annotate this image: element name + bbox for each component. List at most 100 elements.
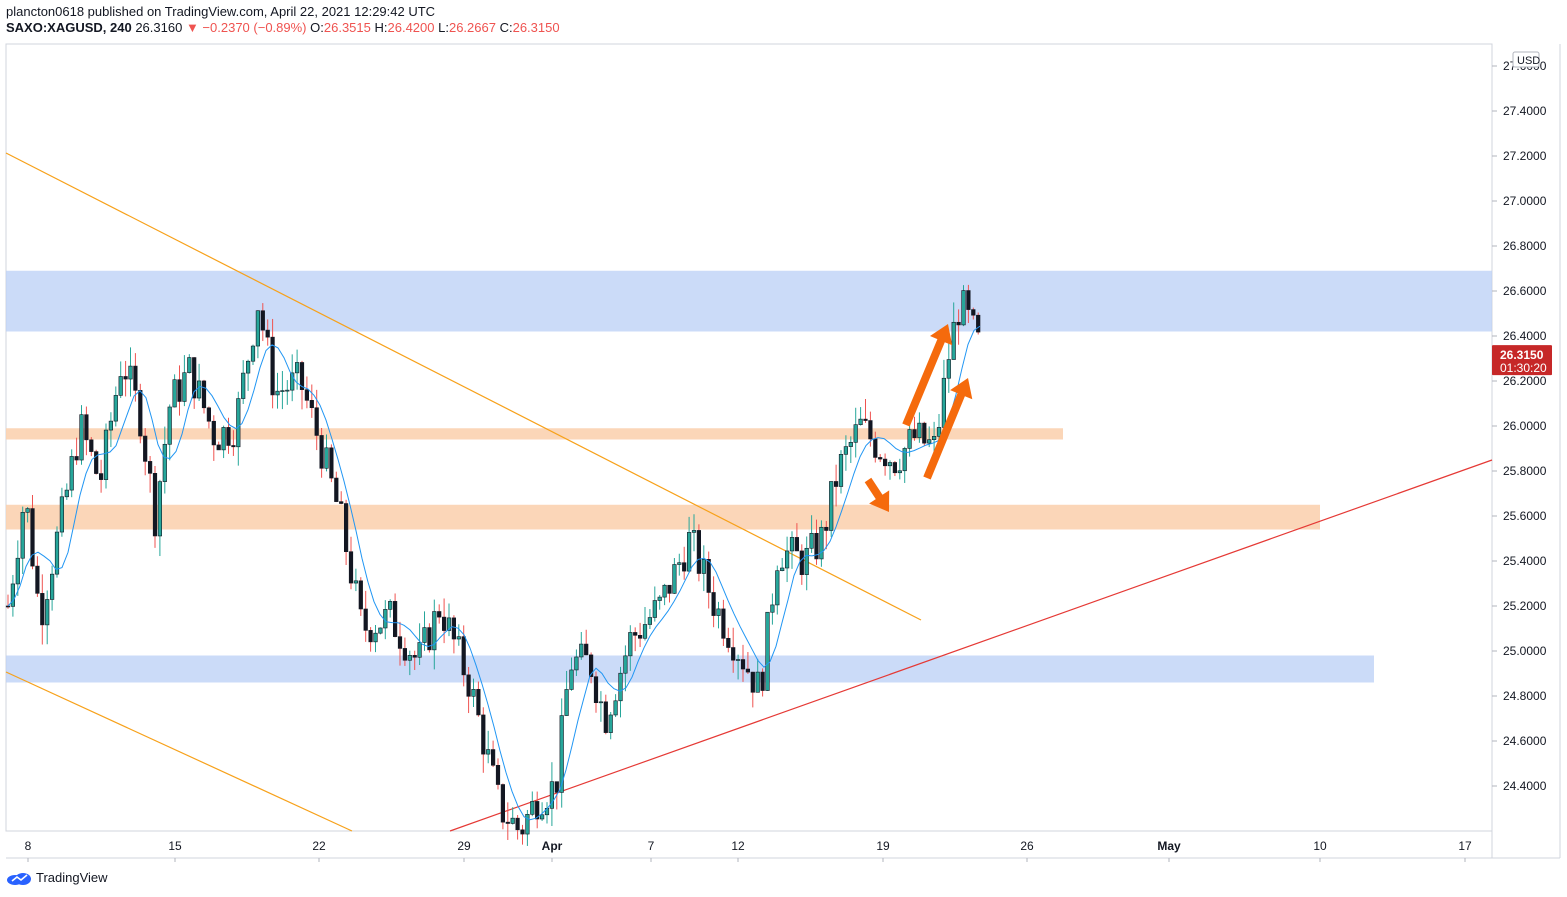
candle-body	[324, 447, 329, 469]
candle-body	[784, 550, 790, 569]
zone-resistance-0	[6, 270, 1492, 332]
currency-label: USD	[1517, 55, 1540, 67]
candle-body	[775, 570, 780, 606]
candle-body	[525, 814, 530, 835]
candle-body	[192, 357, 197, 399]
candle-body	[446, 617, 452, 631]
candle-body	[59, 496, 64, 533]
candle-body	[353, 580, 359, 584]
candle-body	[221, 427, 226, 451]
price-tick-label: 26.4000	[1503, 329, 1547, 343]
candle-body	[794, 537, 799, 552]
orange-trendline-upper[interactable]	[5, 152, 922, 621]
candle-body	[319, 435, 324, 469]
low-value: 26.2667	[448, 20, 496, 35]
time-axis-label: 19	[876, 839, 890, 853]
candle-body	[64, 489, 69, 498]
candle-body	[226, 427, 231, 446]
candle-body	[392, 601, 398, 637]
publisher-line: plancton0618 published on TradingView.co…	[6, 4, 436, 19]
high-value: 26.4200	[387, 20, 435, 35]
candle-body	[667, 584, 672, 594]
price-tick-label: 26.2000	[1503, 374, 1547, 388]
price-tick-label: 25.4000	[1503, 554, 1547, 568]
candle-body	[74, 456, 79, 461]
candle-body	[30, 508, 35, 567]
candle-body	[838, 454, 844, 487]
candle-body	[574, 656, 579, 671]
candle-body	[397, 636, 403, 649]
candle-body	[358, 580, 363, 610]
candle-body	[765, 611, 770, 691]
current-price-box	[1492, 345, 1552, 376]
candle-body	[368, 630, 373, 643]
candle-body	[99, 473, 104, 480]
candle-body	[931, 436, 937, 440]
brand-label: TradingView	[36, 870, 108, 885]
symbol-label[interactable]: SAXO:XAGUSD, 240	[6, 20, 132, 35]
high-label: H:	[374, 20, 388, 35]
candle-body	[584, 643, 589, 656]
tradingview-footer[interactable]: TradingView	[6, 870, 108, 885]
candle-body	[187, 357, 192, 374]
candle-body	[201, 380, 207, 409]
candle-body	[579, 643, 584, 658]
candle-body	[466, 674, 471, 697]
time-axis-label: 7	[648, 839, 655, 853]
close-value: 26.3150	[512, 20, 560, 35]
candle-body	[167, 406, 172, 445]
candle-body	[309, 400, 314, 409]
candle-body	[94, 451, 99, 474]
candle-body	[79, 414, 84, 461]
candle-body	[35, 565, 40, 594]
candle-body	[515, 817, 520, 831]
candle-body	[927, 439, 932, 444]
orange-trendline-lower[interactable]	[5, 671, 353, 832]
candle-body	[887, 462, 893, 467]
tradingview-logo-icon	[7, 872, 31, 885]
candle-body	[427, 627, 432, 651]
candle-body	[441, 616, 447, 631]
candle-body	[451, 617, 457, 640]
red-trendline[interactable]	[449, 459, 1493, 832]
candle-body	[804, 547, 809, 575]
candle-body	[437, 611, 442, 618]
candle-body	[608, 714, 613, 733]
candle-body	[603, 701, 608, 733]
currency-badge[interactable]	[1512, 51, 1540, 68]
open-label: O:	[310, 20, 324, 35]
candle-body	[833, 481, 839, 487]
candle-body	[314, 407, 319, 436]
candle-body	[113, 395, 118, 422]
candle-body	[946, 359, 951, 379]
candle-body	[897, 470, 902, 474]
candle-body	[54, 531, 60, 575]
candle-body	[672, 564, 677, 594]
open-value: 26.3515	[323, 20, 371, 35]
candle-body	[535, 801, 540, 820]
candle-body	[657, 596, 662, 601]
candle-body	[873, 438, 878, 458]
candle-body	[143, 435, 148, 462]
candle-body	[623, 655, 628, 674]
candle-body	[471, 689, 476, 697]
arrow-down-icon	[864, 477, 890, 512]
candle-body	[84, 414, 89, 441]
price-tick-label: 24.6000	[1503, 734, 1547, 748]
price-tick-label: 25.8000	[1503, 464, 1547, 478]
candle-body	[260, 310, 265, 331]
time-axis-label: 17	[1458, 839, 1472, 853]
candle-body	[206, 407, 212, 422]
candle-body	[652, 600, 657, 618]
candle-body	[407, 655, 412, 661]
candle-body	[760, 671, 765, 691]
candle-body	[417, 642, 422, 658]
candle-body	[182, 372, 187, 402]
candle-body	[265, 329, 270, 338]
candle-body	[412, 655, 417, 658]
candle-body	[304, 389, 310, 401]
candle-body	[45, 599, 50, 626]
price-tick-label: 25.6000	[1503, 509, 1547, 523]
candle-body	[701, 559, 706, 574]
